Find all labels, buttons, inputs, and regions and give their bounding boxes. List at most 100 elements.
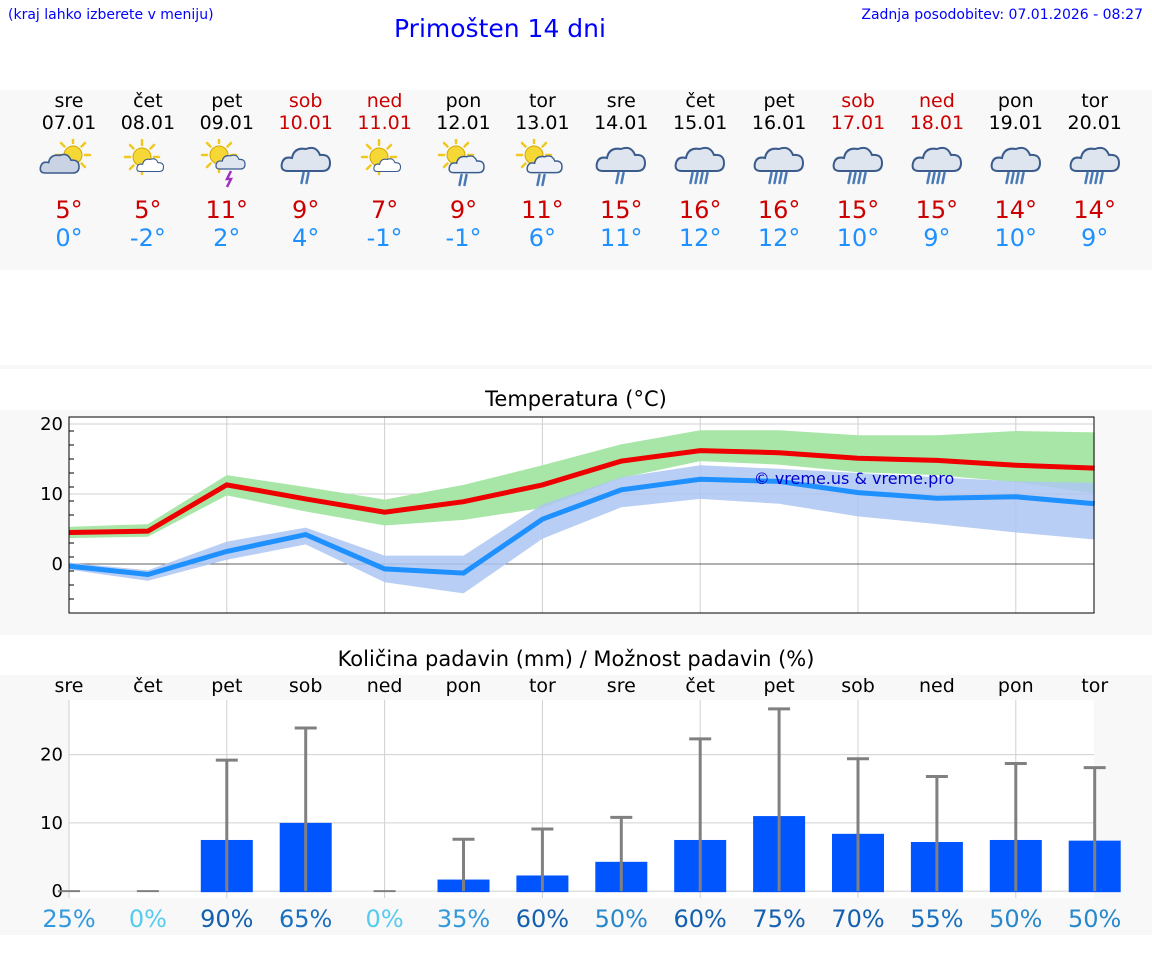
forecast-strip: sre 07.01 5° 0° čet 08.01 5° -2° pet 09.01 11° 2° so…: [0, 90, 1152, 270]
day-column: ned 11.01 7° -1°: [345, 90, 425, 252]
temp-max: 11°: [502, 196, 582, 224]
sun-cloud-rain-icon: [502, 136, 582, 192]
temp-max: 5°: [108, 196, 188, 224]
day-name: ned: [345, 90, 425, 112]
x-category-label: čet: [685, 675, 715, 697]
day-date: 14.01: [581, 112, 661, 134]
day-name: sre: [29, 90, 109, 112]
temp-max: 7°: [345, 196, 425, 224]
y-tick-label: 0: [52, 554, 63, 575]
temp-min: 10°: [818, 224, 898, 252]
precipitation-chart-title: Količina padavin (mm) / Možnost padavin …: [0, 647, 1152, 671]
day-column: čet 08.01 5° -2°: [108, 90, 188, 252]
mostly-sunny-icon: [108, 136, 188, 192]
y-tick-label: 10: [40, 813, 63, 834]
precip-probability: 55%: [910, 905, 963, 933]
day-name: tor: [1055, 90, 1135, 112]
day-name: pon: [424, 90, 504, 112]
x-category-label: tor: [529, 675, 556, 697]
temp-max: 15°: [897, 196, 977, 224]
day-date: 12.01: [424, 112, 504, 134]
x-category-label: pet: [763, 675, 794, 697]
precip-probability: 50%: [989, 905, 1042, 933]
day-date: 16.01: [739, 112, 819, 134]
day-name: sob: [266, 90, 346, 112]
precip-probability: 25%: [42, 905, 95, 933]
temp-max: 15°: [818, 196, 898, 224]
day-date: 07.01: [29, 112, 109, 134]
cloud-heavy-rain-icon: [739, 136, 819, 192]
day-name: pet: [739, 90, 819, 112]
day-column: pon 12.01 9° -1°: [424, 90, 504, 252]
day-column: tor 20.01 14° 9°: [1055, 90, 1135, 252]
temp-min: -2°: [108, 224, 188, 252]
temp-min: 6°: [502, 224, 582, 252]
x-category-label: ned: [919, 675, 955, 697]
y-tick-label: 10: [40, 484, 63, 505]
temp-max: 9°: [266, 196, 346, 224]
day-date: 15.01: [660, 112, 740, 134]
precip-probability: 65%: [279, 905, 332, 933]
day-date: 11.01: [345, 112, 425, 134]
temp-max: 16°: [660, 196, 740, 224]
precip-probability: 0%: [129, 905, 167, 933]
cloud-heavy-rain-icon: [660, 136, 740, 192]
temp-min: 0°: [29, 224, 109, 252]
precip-probability: 35%: [437, 905, 490, 933]
day-column: sob 17.01 15° 10°: [818, 90, 898, 252]
cloud-rain-icon: [581, 136, 661, 192]
mostly-sunny-icon: [345, 136, 425, 192]
day-date: 09.01: [187, 112, 267, 134]
watermark: © vreme.us & vreme.pro: [754, 469, 955, 488]
temp-min: 12°: [739, 224, 819, 252]
temp-min: 9°: [897, 224, 977, 252]
y-tick-label: 20: [40, 745, 63, 766]
day-date: 10.01: [266, 112, 346, 134]
x-category-label: sob: [289, 675, 323, 697]
cloud-heavy-rain-icon: [976, 136, 1056, 192]
page-title: Primošten 14 dni: [0, 14, 1000, 43]
temp-max: 15°: [581, 196, 661, 224]
precip-probability: 60%: [516, 905, 569, 933]
day-date: 13.01: [502, 112, 582, 134]
x-category-label: sre: [607, 675, 636, 697]
partly-cloudy-icon: [29, 136, 109, 192]
day-name: sre: [581, 90, 661, 112]
x-category-label: pon: [446, 675, 482, 697]
cloud-heavy-rain-icon: [1055, 136, 1135, 192]
day-column: sob 10.01 9° 4°: [266, 90, 346, 252]
day-column: sre 14.01 15° 11°: [581, 90, 661, 252]
precip-probability: 50%: [1068, 905, 1121, 933]
day-date: 08.01: [108, 112, 188, 134]
day-name: tor: [502, 90, 582, 112]
cloud-heavy-rain-icon: [818, 136, 898, 192]
cloud-rain-icon: [266, 136, 346, 192]
sun-cloud-thunder-icon: [187, 136, 267, 192]
x-category-label: sob: [841, 675, 875, 697]
day-name: ned: [897, 90, 977, 112]
x-category-label: pet: [211, 675, 242, 697]
x-category-label: pon: [998, 675, 1034, 697]
temp-min: 12°: [660, 224, 740, 252]
day-column: tor 13.01 11° 6°: [502, 90, 582, 252]
divider: [0, 365, 1152, 369]
temp-min: 4°: [266, 224, 346, 252]
day-name: sob: [818, 90, 898, 112]
day-name: pet: [187, 90, 267, 112]
temperature-chart: 0 10 20 © vreme.us & vreme.pro: [0, 400, 1152, 640]
x-category-label: čet: [133, 675, 163, 697]
day-date: 20.01: [1055, 112, 1135, 134]
day-column: pet 16.01 16° 12°: [739, 90, 819, 252]
temp-max: 11°: [187, 196, 267, 224]
precip-probability: 90%: [200, 905, 253, 933]
day-date: 19.01: [976, 112, 1056, 134]
precip-probability: 60%: [674, 905, 727, 933]
temp-min: -1°: [345, 224, 425, 252]
day-date: 17.01: [818, 112, 898, 134]
precip-probability: 75%: [752, 905, 805, 933]
cloud-heavy-rain-icon: [897, 136, 977, 192]
temp-max: 5°: [29, 196, 109, 224]
day-column: sre 07.01 5° 0°: [29, 90, 109, 252]
precipitation-chart: 0 10 20 sre čet pet sob ned pon tor sre čet pet sob ne…: [0, 670, 1152, 945]
x-category-label: sre: [55, 675, 84, 697]
